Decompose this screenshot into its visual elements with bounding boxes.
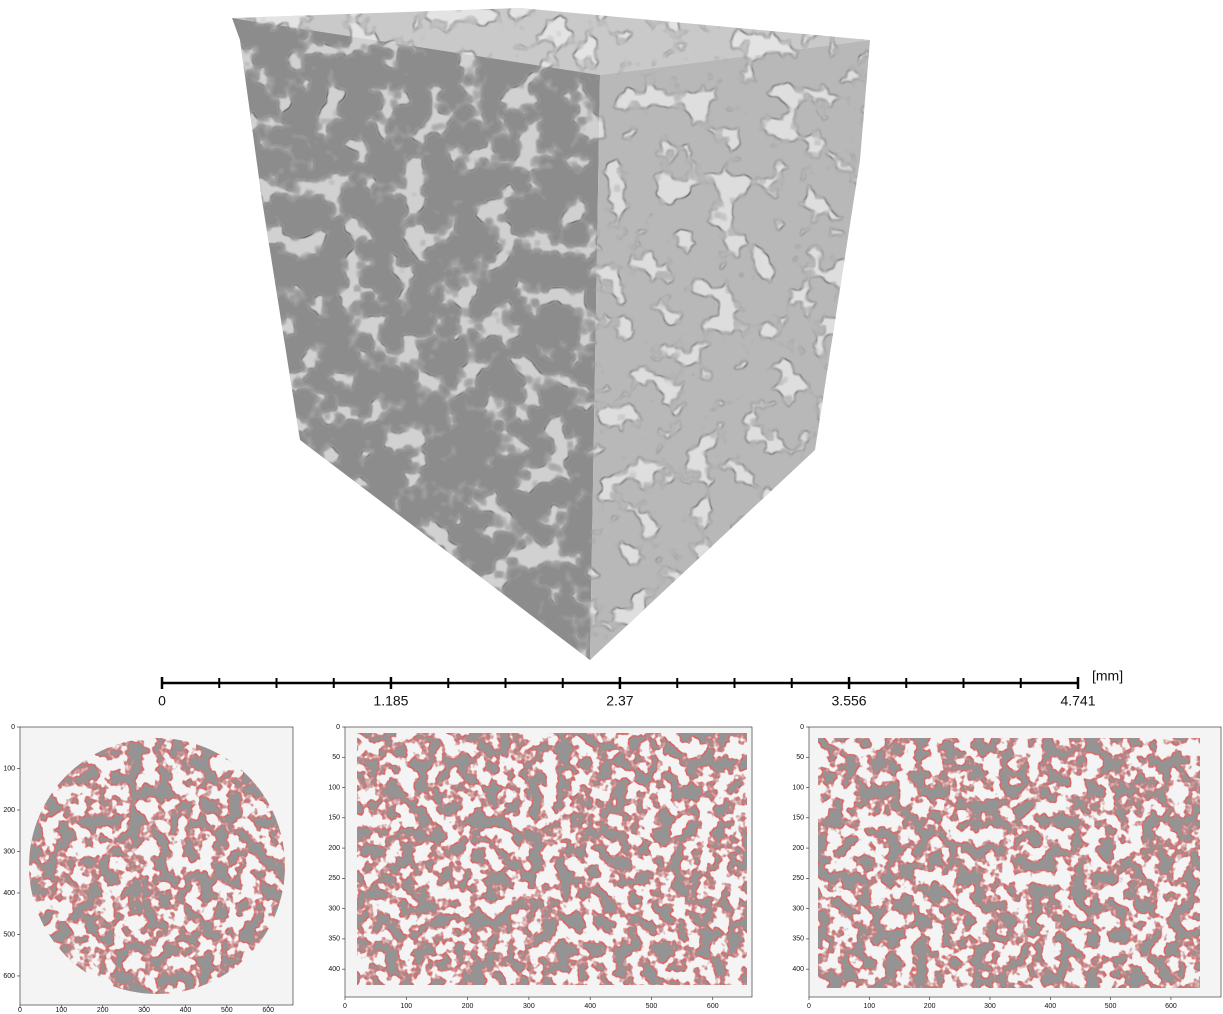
y-tick-label: 400 xyxy=(792,966,804,973)
y-tick-label: 150 xyxy=(792,815,804,822)
cube-pores xyxy=(230,5,875,665)
y-tick-label: 300 xyxy=(328,905,340,912)
x-tick-label: 400 xyxy=(1044,1003,1056,1010)
x-tick-label: 500 xyxy=(1105,1003,1117,1010)
y-tick-label: 200 xyxy=(792,845,804,852)
x-tick-label: 500 xyxy=(646,1003,658,1010)
x-tick-label: 0 xyxy=(343,1003,347,1010)
y-tick-label: 100 xyxy=(328,784,340,791)
slice-texture xyxy=(809,727,1221,997)
y-tick-label: 250 xyxy=(328,875,340,882)
y-tick-label: 600 xyxy=(3,973,15,980)
scale-tick-label: 4.741 xyxy=(1060,693,1095,709)
y-tick-label: 200 xyxy=(328,845,340,852)
x-tick-label: 100 xyxy=(56,1007,68,1014)
y-tick-label: 350 xyxy=(792,936,804,943)
y-tick-label: 300 xyxy=(3,848,15,855)
y-tick-label: 250 xyxy=(792,875,804,882)
scale-tick-label: 1.185 xyxy=(373,693,408,709)
x-tick-label: 200 xyxy=(462,1003,474,1010)
y-tick-label: 100 xyxy=(3,765,15,772)
x-tick-label: 200 xyxy=(924,1003,936,1010)
x-tick-label: 100 xyxy=(863,1003,875,1010)
x-tick-label: 0 xyxy=(18,1007,22,1014)
scale-unit: [mm] xyxy=(1092,668,1123,684)
y-tick-label: 400 xyxy=(328,966,340,973)
y-tick-label: 50 xyxy=(796,754,804,761)
x-tick-label: 0 xyxy=(807,1003,811,1010)
scale-tick-label: 0 xyxy=(158,693,166,709)
x-tick-label: 400 xyxy=(180,1007,192,1014)
y-tick-label: 400 xyxy=(3,890,15,897)
y-tick-label: 150 xyxy=(328,815,340,822)
y-tick-label: 200 xyxy=(3,807,15,814)
pore-texture xyxy=(230,5,875,665)
y-tick-label: 50 xyxy=(332,754,340,761)
slice-rect xyxy=(809,727,1221,997)
y-tick-label: 300 xyxy=(792,905,804,912)
cube-render xyxy=(230,5,875,665)
x-tick-label: 200 xyxy=(97,1007,109,1014)
y-tick-label: 350 xyxy=(328,936,340,943)
figure: [mm] 0 1.185 2.37 3.556 4.741 0 100 200 300 400 50… xyxy=(0,0,1223,1014)
y-tick-label: 100 xyxy=(792,784,804,791)
scale-tick-label: 2.37 xyxy=(606,693,633,709)
x-tick-label: 100 xyxy=(400,1003,412,1010)
slice-rect xyxy=(345,727,752,997)
x-tick-label: 400 xyxy=(584,1003,596,1010)
x-tick-label: 500 xyxy=(221,1007,233,1014)
y-tick-label: 0 xyxy=(336,724,340,731)
slice-texture xyxy=(345,727,752,997)
x-tick-label: 600 xyxy=(707,1003,719,1010)
x-tick-label: 600 xyxy=(1165,1003,1177,1010)
y-tick-label: 0 xyxy=(800,724,804,731)
scale-tick-label: 3.556 xyxy=(832,693,867,709)
x-tick-label: 300 xyxy=(138,1007,150,1014)
y-tick-label: 500 xyxy=(3,931,15,938)
x-tick-label: 300 xyxy=(523,1003,535,1010)
x-tick-label: 600 xyxy=(262,1007,274,1014)
slice-images xyxy=(20,727,1221,1005)
x-tick-label: 300 xyxy=(984,1003,996,1010)
y-tick-label: 0 xyxy=(11,724,15,731)
